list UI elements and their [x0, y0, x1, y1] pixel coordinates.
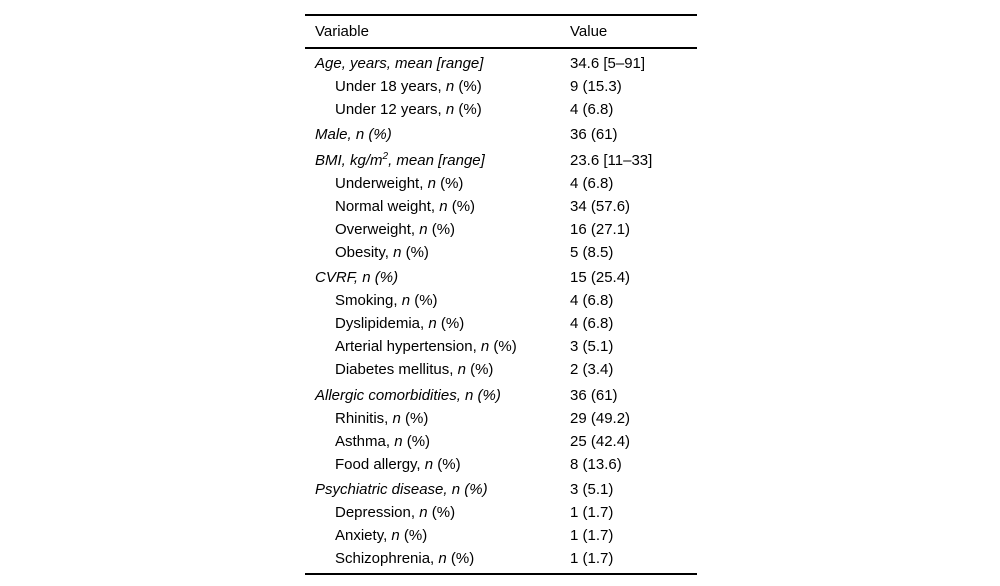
- row-variable: Normal weight, n (%): [335, 197, 476, 215]
- row-variable: Under 12 years, n (%): [335, 100, 482, 118]
- table-row: Overweight, n (%) 16 (27.1): [305, 218, 697, 241]
- row-variable: Anxiety, n (%): [335, 527, 428, 544]
- table-row: Underweight, n (%) 4 (6.8): [305, 172, 697, 195]
- table-row: Obesity, n (%) 5 (8.5): [305, 241, 697, 264]
- table-row: Arterial hypertension, n (%) 3 (5.1): [305, 335, 697, 358]
- table-header-rule: [305, 46, 697, 49]
- row-variable: Male, n (%): [315, 126, 392, 143]
- row-value: 9 (15.3): [570, 77, 622, 95]
- row-variable: Under 18 years, n (%): [335, 77, 482, 95]
- row-value: 34 (57.6): [570, 197, 631, 215]
- table-row: CVRF, n (%) 15 (25.4): [305, 266, 697, 289]
- row-variable: Psychiatric disease, n (%): [315, 481, 488, 498]
- table-header-row: Variable Value: [305, 16, 697, 47]
- row-variable: Allergic comorbidities, n (%): [315, 386, 501, 404]
- row-variable: Asthma, n (%): [335, 432, 431, 450]
- row-value: 4 (6.8): [570, 100, 614, 118]
- row-value: 1 (1.7): [570, 527, 614, 544]
- row-value: 29 (49.2): [570, 409, 631, 427]
- row-variable: Dyslipidemia, n (%): [335, 315, 465, 332]
- table-body: Age, years, mean [range] 34.6 [5–91] Under…: [305, 49, 697, 573]
- row-variable: CVRF, n (%): [315, 269, 399, 286]
- row-variable: Overweight, n (%): [335, 220, 456, 238]
- row-value: 16 (27.1): [570, 220, 631, 238]
- row-variable: Underweight, n (%): [335, 174, 464, 192]
- row-value: 4 (6.8): [570, 315, 614, 332]
- row-value: 8 (13.6): [570, 455, 622, 473]
- row-variable: Food allergy, n (%): [335, 455, 461, 473]
- row-value: 23.6 [11–33]: [570, 151, 653, 169]
- table-row: Male, n (%) 36 (61): [305, 123, 697, 146]
- row-variable: Age, years, mean [range]: [315, 54, 484, 72]
- row-variable: Schizophrenia, n (%): [335, 550, 475, 567]
- row-value: 4 (6.8): [570, 292, 614, 309]
- table-row: Smoking, n (%) 4 (6.8): [305, 289, 697, 312]
- row-variable: Rhinitis, n (%): [335, 409, 429, 427]
- row-value: 3 (5.1): [570, 481, 614, 498]
- column-header-variable: Variable: [315, 22, 369, 40]
- row-value: 25 (42.4): [570, 432, 631, 450]
- row-variable: Depression, n (%): [335, 504, 456, 521]
- row-variable: Obesity, n (%): [335, 243, 429, 261]
- row-value: 2 (3.4): [570, 361, 614, 378]
- table-row: Rhinitis, n (%) 29 (49.2): [305, 407, 697, 430]
- table-row: Under 12 years, n (%) 4 (6.8): [305, 98, 697, 121]
- table-row: Age, years, mean [range] 34.6 [5–91]: [305, 52, 697, 75]
- row-value: 1 (1.7): [570, 550, 614, 567]
- table-row: Allergic comorbidities, n (%) 36 (61): [305, 384, 697, 407]
- table-row: Diabetes mellitus, n (%) 2 (3.4): [305, 358, 697, 381]
- table-row: Psychiatric disease, n (%) 3 (5.1): [305, 478, 697, 501]
- row-value: 5 (8.5): [570, 243, 614, 261]
- table-row: BMI, kg/m2, mean [range] 23.6 [11–33]: [305, 149, 697, 172]
- table-row: Food allergy, n (%) 8 (13.6): [305, 453, 697, 476]
- table-row: Depression, n (%) 1 (1.7): [305, 501, 697, 524]
- row-variable: Smoking, n (%): [335, 292, 438, 309]
- row-value: 36 (61): [570, 386, 618, 404]
- row-value: 3 (5.1): [570, 338, 614, 355]
- table-row: Schizophrenia, n (%) 1 (1.7): [305, 547, 697, 570]
- table-top-rule: [305, 14, 697, 16]
- row-value: 1 (1.7): [570, 504, 614, 521]
- row-value: 36 (61): [570, 126, 618, 143]
- row-value: 4 (6.8): [570, 174, 614, 192]
- table-row: Dyslipidemia, n (%) 4 (6.8): [305, 312, 697, 335]
- row-value: 34.6 [5–91]: [570, 54, 646, 72]
- table-row: Asthma, n (%) 25 (42.4): [305, 430, 697, 453]
- table-row: Under 18 years, n (%) 9 (15.3): [305, 75, 697, 98]
- characteristics-table: Variable Value Age, years, mean [range] 3…: [305, 14, 697, 575]
- table-row: Normal weight, n (%) 34 (57.6): [305, 195, 697, 218]
- table-bottom-rule: [305, 573, 697, 575]
- table-row: Anxiety, n (%) 1 (1.7): [305, 524, 697, 547]
- column-header-value: Value: [570, 22, 608, 40]
- row-value: 15 (25.4): [570, 269, 631, 286]
- row-variable: Arterial hypertension, n (%): [335, 338, 517, 355]
- row-variable: BMI, kg/m2, mean [range]: [315, 150, 485, 169]
- row-variable: Diabetes mellitus, n (%): [335, 361, 494, 378]
